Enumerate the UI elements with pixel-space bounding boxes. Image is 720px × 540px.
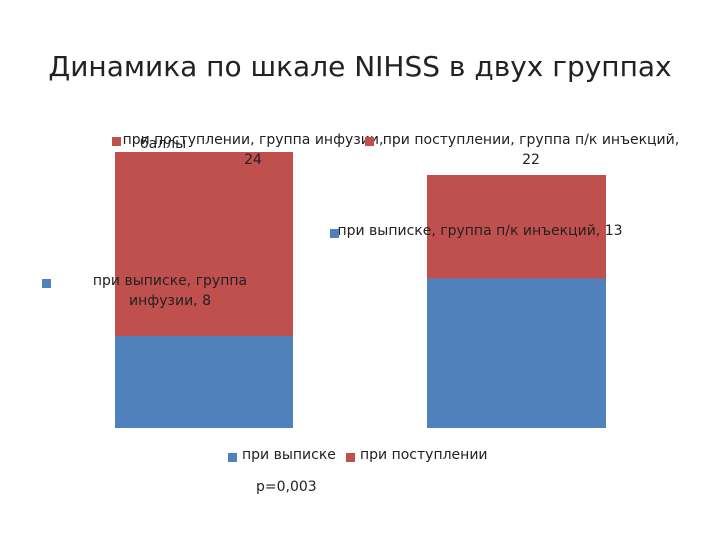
chart-title: Динамика по шкале NIHSS в двух группах — [48, 50, 672, 83]
data-label: при поступлении, группа инфузии, 24 — [122, 132, 384, 168]
legend-label: при выписке — [242, 447, 336, 463]
data-label: при поступлении, группа п/к инъекций, 22 — [382, 132, 680, 168]
y-axis-label: баллы — [140, 136, 187, 152]
bar — [427, 278, 606, 428]
legend-marker — [228, 453, 237, 462]
label-marker — [330, 229, 339, 238]
bar — [115, 336, 293, 428]
data-label: при выписке, группа п/к инъекций, 13 — [337, 223, 623, 239]
data-label: при выписке, группа инфузии, 8 — [92, 273, 248, 309]
label-marker — [42, 279, 51, 288]
legend-label: при поступлении — [360, 447, 488, 463]
label-marker — [365, 137, 374, 146]
annotation: p=0,003 — [256, 479, 317, 495]
label-marker — [112, 137, 121, 146]
legend-marker — [346, 453, 355, 462]
